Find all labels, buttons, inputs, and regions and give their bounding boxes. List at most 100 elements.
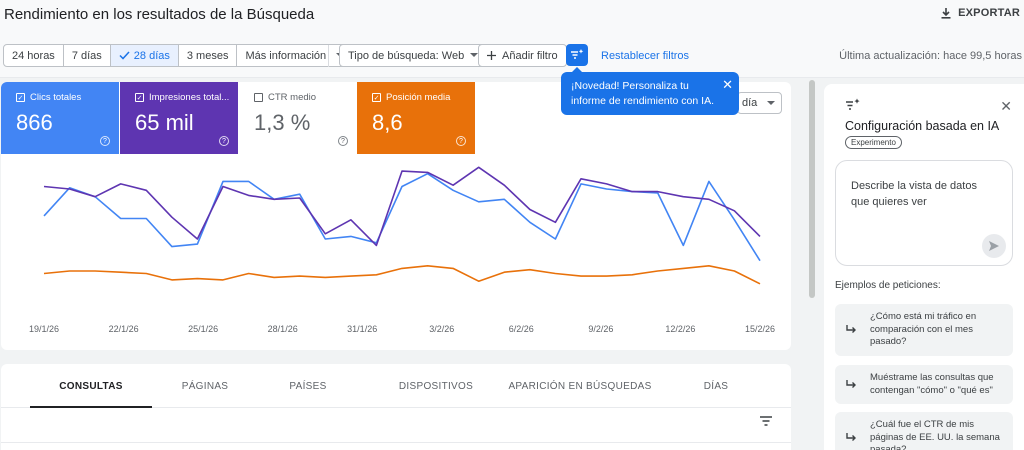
date-range-label: 24 horas xyxy=(12,49,55,62)
metric-average-ctr[interactable]: CTR medio 1,3 % ? xyxy=(239,82,357,154)
example-prompt-text: Muéstrame las consultas que contengan "c… xyxy=(870,372,994,396)
date-range-more[interactable]: Más información xyxy=(237,45,352,66)
tab-queries[interactable]: CONSULTAS xyxy=(59,381,123,392)
close-icon[interactable]: ✕ xyxy=(1000,98,1012,114)
date-range-24h[interactable]: 24 horas xyxy=(4,45,64,66)
filter-toolbar: 24 horas 7 días 28 días 3 meses Más info… xyxy=(0,32,1024,78)
x-tick-label: 15/2/26 xyxy=(745,324,775,334)
tab-pages[interactable]: PÁGINAS xyxy=(181,381,229,392)
x-tick-label: 22/1/26 xyxy=(109,324,139,334)
metric-average-position[interactable]: ✓ Posición media 8,6 ? xyxy=(357,82,475,154)
dimension-tabs-card: CONSULTAS PÁGINAS PAÍSES DISPOSITIVOS AP… xyxy=(1,364,791,450)
date-range-label: Más información xyxy=(245,49,327,62)
page-header: Rendimiento en los resultados de la Búsq… xyxy=(0,0,1024,32)
check-icon xyxy=(119,51,130,60)
granularity-dropdown[interactable]: día xyxy=(737,92,783,114)
reply-arrow-icon xyxy=(846,324,856,333)
send-icon xyxy=(989,241,999,251)
ai-filter-button[interactable] xyxy=(566,44,588,66)
plus-icon xyxy=(487,51,496,60)
sparkle-filter-icon xyxy=(571,49,584,59)
checkbox-checked-icon: ✓ xyxy=(16,93,25,102)
reply-arrow-icon xyxy=(846,432,856,441)
send-button[interactable] xyxy=(982,234,1006,258)
date-range-28d[interactable]: 28 días xyxy=(110,45,179,66)
toolbar-divider xyxy=(328,45,329,67)
series-line-2 xyxy=(43,265,761,285)
example-prompt[interactable]: Muéstrame las consultas que contengan "c… xyxy=(835,365,1013,404)
tab-days[interactable]: DÍAS xyxy=(703,381,729,392)
tab-countries[interactable]: PAÍSES xyxy=(289,381,327,392)
date-range-3m[interactable]: 3 meses xyxy=(179,45,238,66)
checkbox-checked-icon: ✓ xyxy=(372,93,381,102)
x-tick-label: 28/1/26 xyxy=(268,324,298,334)
dropdown-arrow-icon xyxy=(767,100,776,105)
date-range-label: 3 meses xyxy=(186,49,229,62)
checkbox-unchecked-icon xyxy=(254,93,263,102)
series-line-1 xyxy=(43,166,761,247)
date-range-label: 28 días xyxy=(133,49,170,62)
x-tick-label: 3/2/26 xyxy=(429,324,454,334)
examples-title: Ejemplos de peticiones: xyxy=(835,280,941,291)
x-tick-label: 31/1/26 xyxy=(347,324,377,334)
page-title: Rendimiento en los resultados de la Búsq… xyxy=(4,6,315,23)
sparkle-filter-icon xyxy=(846,98,860,110)
performance-chart-card: ✓ Clics totales 866 ? ✓ Impresiones total.… xyxy=(1,82,791,350)
metric-total-clicks[interactable]: ✓ Clics totales 866 ? xyxy=(1,82,119,154)
help-icon[interactable]: ? xyxy=(100,136,110,146)
metric-value: 8,6 xyxy=(372,110,403,135)
help-icon[interactable]: ? xyxy=(456,136,466,146)
active-tab-indicator xyxy=(30,406,152,408)
export-button[interactable]: EXPORTAR xyxy=(940,7,1020,19)
add-filter-label: Añadir filtro xyxy=(502,49,558,62)
prompt-placeholder: Describe la vista de datos que quieres v… xyxy=(851,180,977,208)
date-range-selector: 24 horas 7 días 28 días 3 meses Más info… xyxy=(3,44,354,67)
search-type-label: Tipo de búsqueda: Web xyxy=(348,49,465,62)
last-update-text: Última actualización: hace 99,5 horas xyxy=(839,50,1022,62)
x-tick-label: 12/2/26 xyxy=(665,324,695,334)
close-icon[interactable]: ✕ xyxy=(722,77,733,92)
tab-devices[interactable]: DISPOSITIVOS xyxy=(398,381,474,392)
tab-search-appearance[interactable]: APARICIÓN EN BÚSQUEDAS xyxy=(508,381,652,392)
x-tick-label: 9/2/26 xyxy=(588,324,613,334)
checkbox-checked-icon: ✓ xyxy=(135,93,144,102)
date-range-7d[interactable]: 7 días xyxy=(64,45,111,66)
example-prompt[interactable]: ¿Cuál fue el CTR de mis páginas de EE. U… xyxy=(835,412,1013,450)
help-icon[interactable]: ? xyxy=(219,136,229,146)
add-filter-button[interactable]: Añadir filtro xyxy=(478,44,567,67)
metric-label: CTR medio xyxy=(268,92,317,103)
ai-prompt-input[interactable]: Describe la vista de datos que quieres v… xyxy=(835,160,1013,266)
ai-feature-tooltip: ¡Novedad! Personaliza tu informe de rend… xyxy=(561,67,739,115)
dropdown-arrow-icon xyxy=(470,53,479,57)
panel-title: Configuración basada en IA xyxy=(845,119,1000,133)
help-icon[interactable]: ? xyxy=(338,136,348,146)
example-prompt[interactable]: ¿Cómo está mi tráfico en comparación con… xyxy=(835,304,1013,356)
metric-value: 1,3 % xyxy=(254,110,311,135)
download-icon xyxy=(941,8,951,19)
experiment-badge: Experimento xyxy=(845,136,902,149)
metric-total-impressions[interactable]: ✓ Impresiones total... 65 mil ? xyxy=(120,82,238,154)
series-line-0 xyxy=(43,172,761,262)
filter-list-icon[interactable] xyxy=(759,416,773,426)
performance-line-chart: 19/1/26 22/1/26 25/1/26 28/1/26 31/1/26 3/2/2… xyxy=(29,166,775,334)
metric-label: Clics totales xyxy=(30,92,82,103)
granularity-label: día xyxy=(742,97,758,109)
tabs-divider xyxy=(1,407,791,408)
metric-value: 65 mil xyxy=(135,110,194,135)
example-prompt-text: ¿Cómo está mi tráfico en comparación con… xyxy=(870,311,977,347)
x-tick-label: 6/2/26 xyxy=(509,324,534,334)
metric-label: Posición media xyxy=(386,92,451,103)
date-range-label: 7 días xyxy=(71,49,102,62)
scrollbar-thumb[interactable] xyxy=(809,80,815,298)
tooltip-text: ¡Novedad! Personaliza tu informe de rend… xyxy=(571,80,714,107)
search-type-dropdown[interactable]: Tipo de búsqueda: Web xyxy=(339,44,488,67)
table-header-divider xyxy=(1,442,791,443)
export-label: EXPORTAR xyxy=(958,7,1020,19)
ai-config-panel: ✕ Configuración basada en IA Experimento… xyxy=(824,84,1024,450)
example-prompt-text: ¿Cuál fue el CTR de mis páginas de EE. U… xyxy=(870,419,1000,450)
reset-filters-link[interactable]: Restablecer filtros xyxy=(601,50,690,62)
metric-value: 866 xyxy=(16,110,53,135)
reply-arrow-icon xyxy=(846,379,856,388)
x-tick-label: 19/1/26 xyxy=(29,324,59,334)
x-tick-label: 25/1/26 xyxy=(188,324,218,334)
